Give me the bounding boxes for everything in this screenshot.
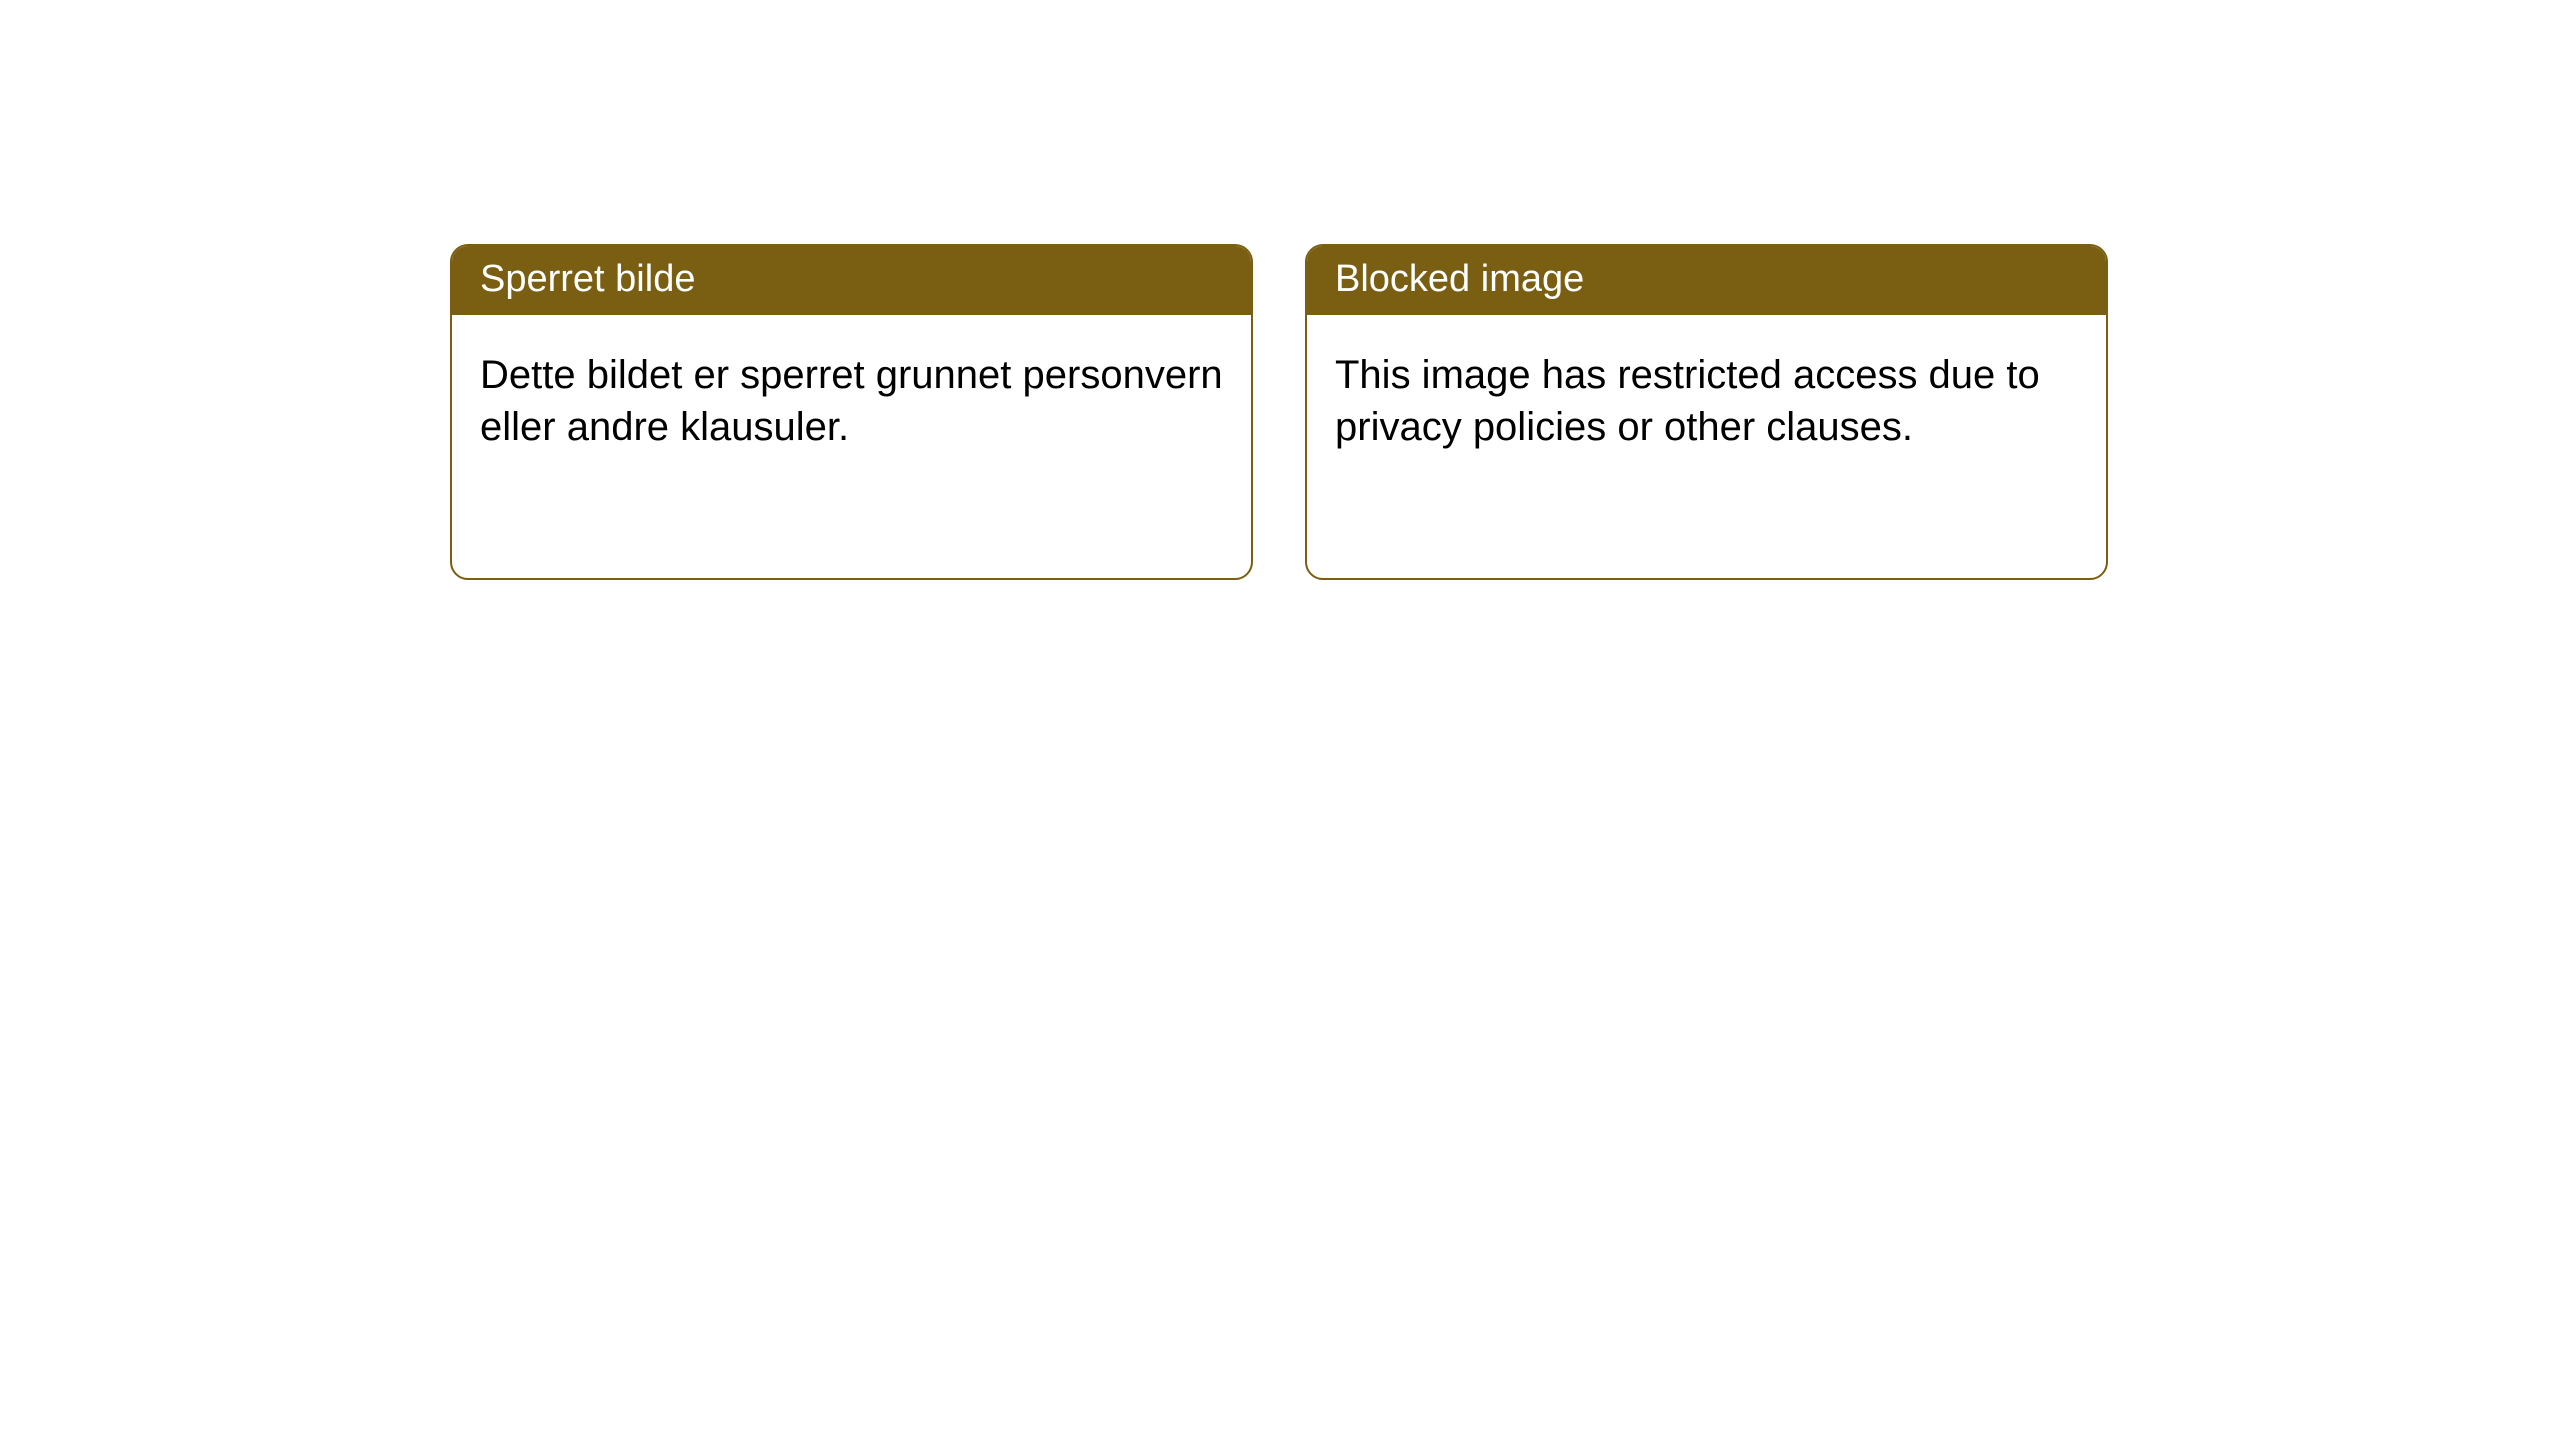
- card-body: This image has restricted access due to …: [1307, 315, 2106, 481]
- card-title: Sperret bilde: [480, 258, 695, 300]
- card-body-text: Dette bildet er sperret grunnet personve…: [480, 353, 1223, 449]
- card-body: Dette bildet er sperret grunnet personve…: [452, 315, 1251, 481]
- card-header: Blocked image: [1307, 246, 2106, 315]
- card-header: Sperret bilde: [452, 246, 1251, 315]
- notice-card-english: Blocked image This image has restricted …: [1305, 244, 2108, 580]
- notice-cards-container: Sperret bilde Dette bildet er sperret gr…: [0, 0, 2560, 580]
- card-body-text: This image has restricted access due to …: [1335, 353, 2040, 449]
- card-title: Blocked image: [1335, 258, 1584, 300]
- notice-card-norwegian: Sperret bilde Dette bildet er sperret gr…: [450, 244, 1253, 580]
